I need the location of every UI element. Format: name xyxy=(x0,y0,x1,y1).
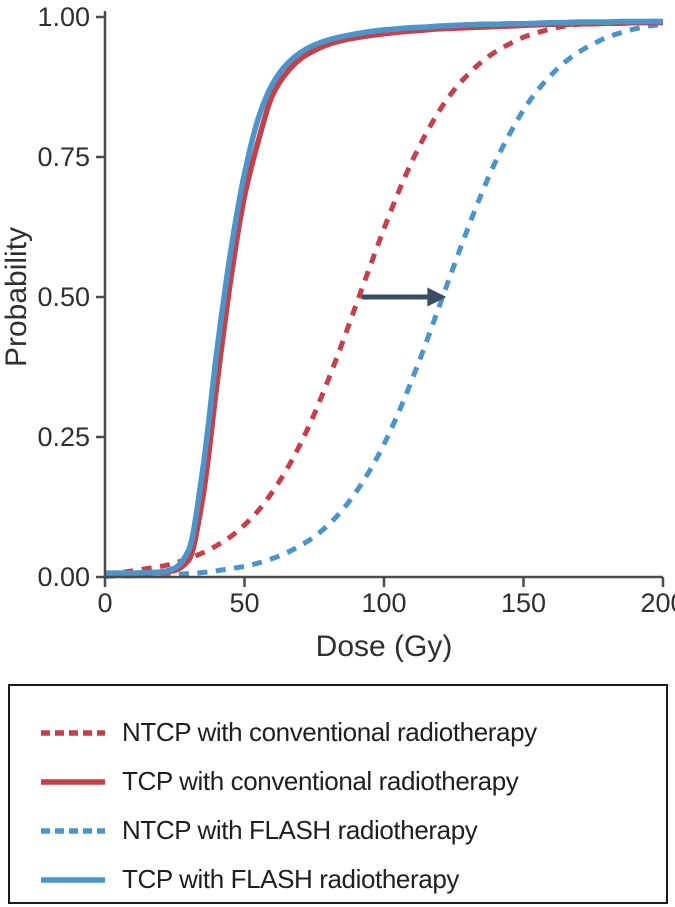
axes-lines xyxy=(103,11,663,579)
y-tick-label: 0.75 xyxy=(37,142,90,172)
curve-ntcp-with-conventional-radiotherapy xyxy=(104,18,664,577)
x-tick-label: 150 xyxy=(501,588,546,618)
y-tick-label: 1.00 xyxy=(37,2,90,32)
x-tick-label: 200 xyxy=(640,588,675,618)
curves-layer xyxy=(104,18,664,579)
legend-item-tcp-with-flash-radiotherapy: TCP with FLASH radiotherapy xyxy=(10,855,666,904)
curve-ntcp-with-flash-radiotherapy xyxy=(104,21,664,579)
legend-item-label: NTCP with conventional radiotherapy xyxy=(122,717,537,747)
legend-item-label: NTCP with FLASH radiotherapy xyxy=(122,815,478,845)
x-tick-label: 0 xyxy=(97,588,112,618)
y-tick-label: 0.25 xyxy=(37,422,90,452)
x-tick-label: 50 xyxy=(229,588,259,618)
dose-response-chart: 0.00 0.25 0.50 0.75 1.00 0 50 100 150 200 Dose (G… xyxy=(0,2,675,663)
x-axis-title: Dose (Gy) xyxy=(316,630,453,663)
y-tick-label: 0.50 xyxy=(37,282,90,312)
legend-swatch-dashed-line-icon xyxy=(41,729,105,736)
curve-tcp-with-flash-radiotherapy xyxy=(105,18,663,576)
legend: NTCP with conventional radiotherapy TCP w… xyxy=(8,684,668,904)
y-axis-title: Probability xyxy=(0,227,33,367)
legend-swatch-dashed-line-icon xyxy=(41,827,105,834)
legend-item-label: TCP with FLASH radiotherapy xyxy=(122,864,459,894)
legend-swatch-solid-line-icon xyxy=(41,778,105,785)
legend-item-ntcp-with-conventional-radiotherapy: NTCP with conventional radiotherapy xyxy=(10,708,666,757)
x-tick-label: 100 xyxy=(361,588,406,618)
ntcp-shift-arrowhead-icon xyxy=(427,287,447,307)
axes-layer: 0.00 0.25 0.50 0.75 1.00 0 50 100 150 200 xyxy=(37,2,675,618)
y-tick-label: 0.00 xyxy=(37,562,90,592)
legend-item-label: TCP with conventional radiotherapy xyxy=(122,766,519,796)
legend-item-tcp-with-conventional-radiotherapy: TCP with conventional radiotherapy xyxy=(10,757,666,806)
legend-swatch-solid-line-icon xyxy=(41,876,105,883)
legend-item-ntcp-with-flash-radiotherapy: NTCP with FLASH radiotherapy xyxy=(10,806,666,855)
